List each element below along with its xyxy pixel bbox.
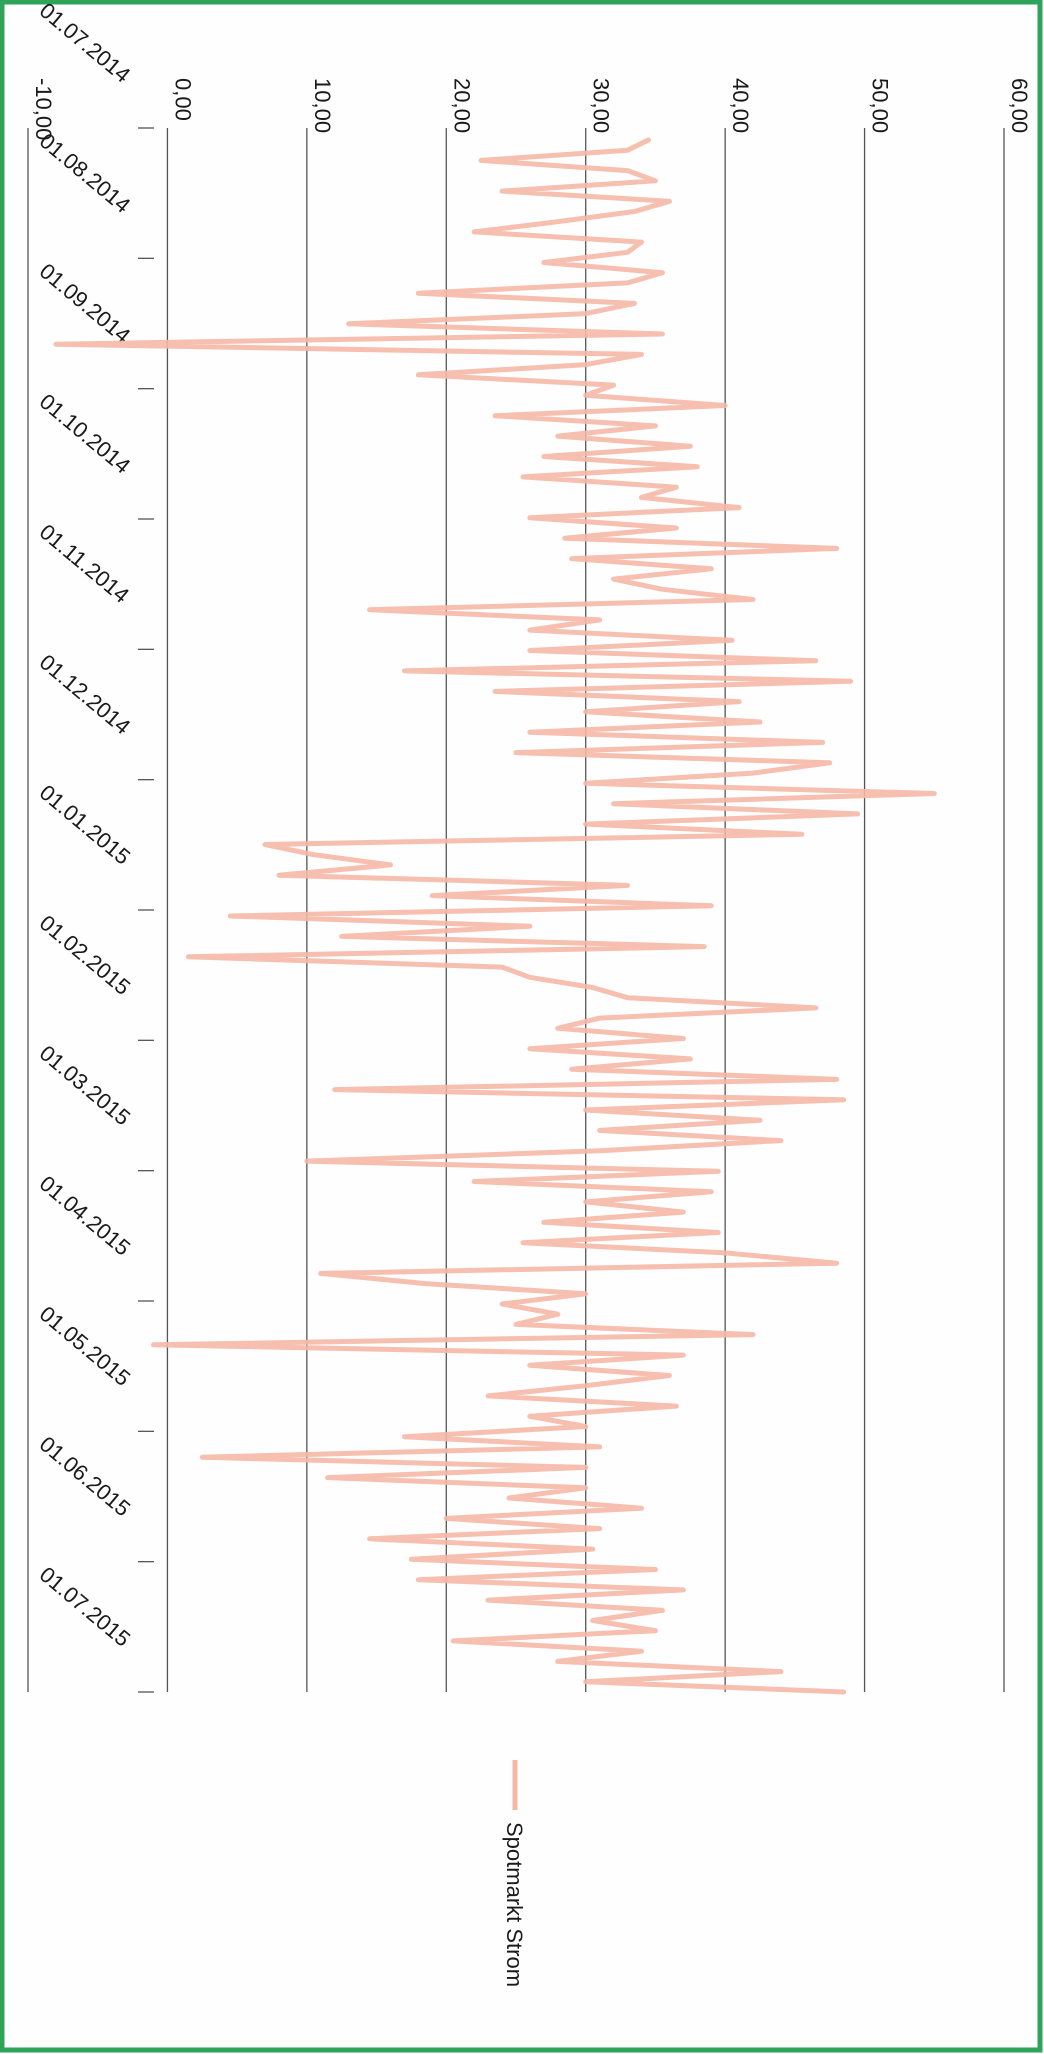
y-tick-label: -10,00 (31, 78, 56, 140)
x-tick-label: 01.03.2015 (35, 1040, 135, 1130)
x-tick-label: 01.11.2014 (35, 519, 134, 608)
y-tick-label: 10,00 (310, 78, 335, 133)
x-tick-label: 01.02.2015 (35, 910, 135, 1000)
y-tick-label: 20,00 (449, 78, 474, 133)
x-tick-label: 01.09.2014 (35, 258, 135, 348)
y-tick-label: 60,00 (1007, 78, 1032, 133)
x-tick-label: 01.07.2014 (35, 0, 135, 88)
y-tick-label: 40,00 (728, 78, 753, 133)
x-tick-label: 01.04.2015 (35, 1171, 135, 1261)
series-line (53, 137, 937, 1695)
x-tick-label: 01.05.2015 (35, 1301, 135, 1391)
x-tick-label: 01.01.2015 (35, 780, 135, 870)
x-tick-label: 01.08.2014 (35, 128, 135, 218)
x-tick-label: 01.10.2014 (35, 389, 135, 479)
x-tick-label: 01.12.2014 (35, 649, 135, 739)
y-tick-label: 30,00 (589, 78, 614, 133)
x-tick-label: 01.06.2015 (35, 1431, 135, 1521)
legend-label: Spotmarkt Strom (502, 1822, 527, 1987)
y-tick-label: 0,00 (170, 78, 195, 121)
y-tick-label: 50,00 (868, 78, 893, 133)
x-tick-label: 01.07.2015 (35, 1562, 135, 1652)
